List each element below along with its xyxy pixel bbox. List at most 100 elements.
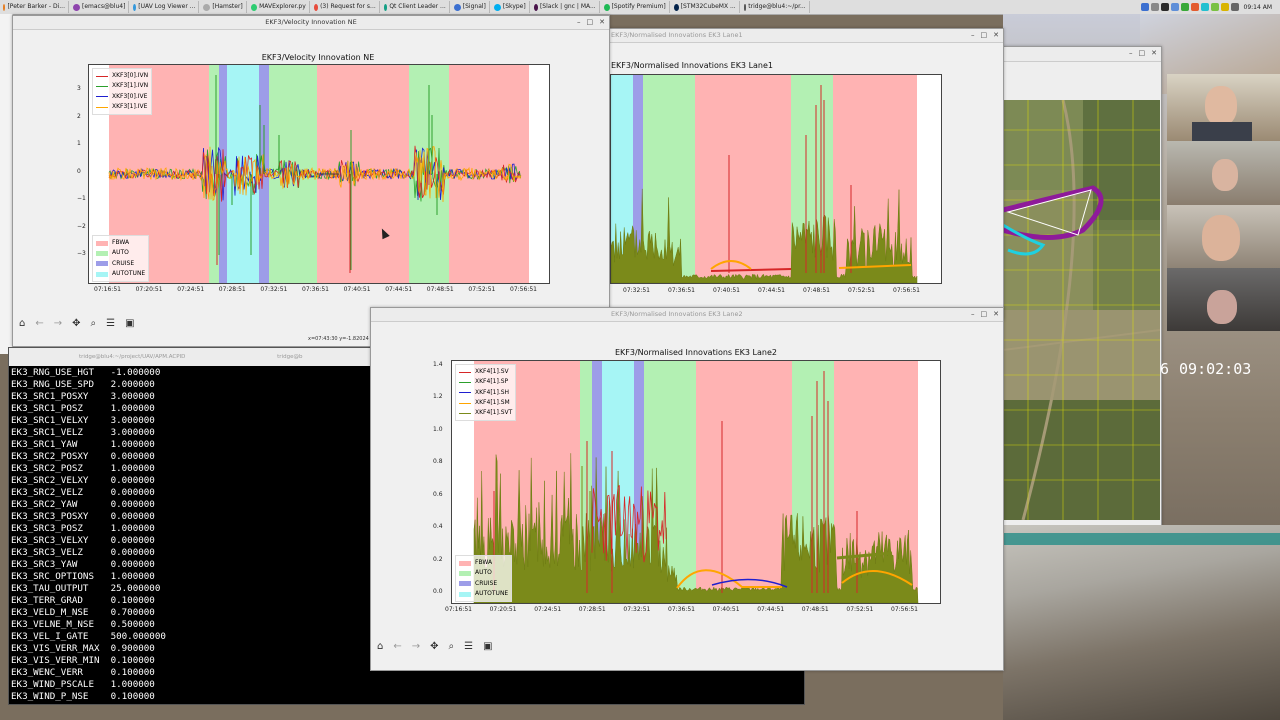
zoom-icon[interactable]: ⌕ [90,318,97,329]
video-participant-4[interactable] [1167,268,1280,331]
y-tick-label: 1.4 [433,361,443,368]
legend-label: XKF3[0].IVN [112,72,149,79]
taskbar-task[interactable]: [STM32CubeMX ... [671,1,740,13]
taskbar-task[interactable]: [Slack | gnc | MA... [531,1,600,13]
x-tick-label: 07:40:51 [343,286,371,293]
legend-swatch [96,75,108,77]
legend-swatch [459,381,471,383]
y-tick-label: 0.4 [433,523,443,531]
terminal-line: EK3_VIS_VERR_MIN 0.100000 [11,655,155,666]
forward-arrow-icon[interactable]: → [411,641,421,652]
tray-firefox-icon[interactable] [1190,3,1199,11]
maximize-icon[interactable]: □ [586,18,594,26]
y-tick-label: −2 [77,222,86,230]
y-tick-label: 0.0 [433,588,443,595]
mode-swatch [96,261,108,267]
forward-arrow-icon[interactable]: → [53,318,63,329]
tray-update-icon[interactable] [1220,3,1229,11]
x-tick-label: 07:32:51 [623,606,651,613]
taskbar-task[interactable]: [emacs@blu4] [70,1,130,13]
taskbar-task[interactable]: [Signal] [451,1,490,13]
terminal-line: EK3_VELNE_M_NSE 0.500000 [11,619,155,630]
ne-toolbar: ⌂ ← → ✥ ⌕ ☰ ▣ [19,318,135,329]
lane1-titlebar: EKF3/Normalised Innovations EK3 Lane1 – □… [607,29,1003,43]
lane2-window-title: EKF3/Normalised Innovations EK3 Lane2 [611,310,743,318]
y-tick-label: 0.8 [433,458,443,466]
taskbar-task[interactable]: [UAV Log Viewer ... [130,1,200,13]
taskbar-task[interactable]: [Skype] [491,1,530,13]
zoom-icon[interactable]: ⌕ [448,641,455,652]
video-participant-2[interactable] [1167,141,1280,205]
tray-signal-icon[interactable] [1200,3,1209,11]
terminal-line: EK3_SRC2_POSZ 1.000000 [11,463,155,474]
close-icon[interactable]: ✕ [1151,49,1157,57]
save-icon[interactable]: ▣ [125,318,135,329]
taskbar-task[interactable]: [Peter Barker - Di... [0,1,69,13]
ne-window-title: EKF3/Velocity Innovation NE [265,18,357,26]
configure-icon[interactable]: ☰ [464,641,474,652]
save-icon[interactable]: ▣ [483,641,493,652]
tray-skype-icon[interactable] [1180,3,1189,11]
maximize-icon[interactable]: □ [980,31,988,39]
minimize-icon[interactable]: – [577,18,581,26]
video-participant-3[interactable] [1167,205,1280,268]
minimize-icon[interactable]: – [971,31,975,39]
clock[interactable]: 09:14 AM [1243,3,1272,11]
tray-network-icon[interactable] [1140,3,1149,11]
legend-label: XKF4[1].SM [475,398,510,406]
lane2-plot-area[interactable]: XKF4[1].SV XKF4[1].SP XKF4[1].SH XKF4[1].SM… [451,360,941,604]
tray-mail-icon[interactable] [1150,3,1159,11]
participant-3-face [1202,215,1240,261]
maximize-icon[interactable]: □ [1138,49,1146,57]
x-tick-label: 07:24:51 [534,606,562,613]
taskbar-task[interactable]: [Spotify Premium] [601,1,670,13]
y-tick-label: −3 [77,250,86,257]
home-icon[interactable]: ⌂ [377,641,384,652]
video-participant-1[interactable] [1167,74,1280,141]
terminal-title-second: tridge@b [277,354,303,360]
tray-terminal-icon[interactable] [1160,3,1169,11]
x-tick-label: 07:28:51 [218,286,246,293]
configure-icon[interactable]: ☰ [106,318,116,329]
mode-legend-entry: AUTO [459,568,508,578]
tray-bluetooth-icon[interactable] [1170,3,1179,11]
taskbar-task[interactable]: Qt Client Leader ... [381,1,450,13]
task-app-icon [383,3,388,11]
back-arrow-icon[interactable]: ← [35,318,44,329]
taskbar-task[interactable]: tridge@blu4:~/pr... [741,1,810,13]
pan-icon[interactable]: ✥ [430,641,439,652]
taskbar-task[interactable]: [Hamster] [200,1,247,13]
x-tick-label: 07:56:51 [893,287,920,294]
task-label: [Peter Barker - Di... [7,3,65,10]
close-icon[interactable]: ✕ [993,310,999,318]
maximize-icon[interactable]: □ [980,310,988,318]
home-icon[interactable]: ⌂ [19,318,26,329]
close-icon[interactable]: ✕ [993,31,999,39]
mode-label: CRUISE [475,579,498,587]
timestamp-text: 09:02:03 [1179,360,1252,378]
map-view[interactable] [1002,99,1161,521]
lane2-window: EKF3/Normalised Innovations EK3 Lane2 – □… [370,307,1004,671]
lane2-series-legend: XKF4[1].SV XKF4[1].SP XKF4[1].SH XKF4[1].SM… [455,364,517,422]
legend-swatch [96,96,108,98]
minimize-icon[interactable]: – [971,310,975,318]
terminal-line: EK3_SRC_OPTIONS 1.000000 [11,571,155,582]
close-icon[interactable]: ✕ [599,18,605,26]
taskbar-task[interactable]: MAVExplorer.py [248,1,310,13]
tray-volume-icon[interactable] [1230,3,1239,11]
taskbar-task[interactable]: (3) Request for s... [311,1,380,13]
pan-icon[interactable]: ✥ [72,318,81,329]
tray-check-icon[interactable] [1210,3,1219,11]
ne-plot-area[interactable]: XKF3[0].IVN XKF3[1].IVN XKF3[0].IVE XKF3[1]… [88,64,550,284]
task-app-icon [73,3,80,11]
back-arrow-icon[interactable]: ← [393,641,402,652]
terminal-line: EK3_SRC1_VELXY 3.000000 [11,415,155,426]
x-tick-label: 07:32:51 [260,286,288,293]
x-tick-label: 07:16:51 [94,286,121,293]
minimize-icon[interactable]: – [1129,49,1133,57]
participant-4-face [1207,290,1237,324]
terminal-output[interactable]: EK3_RNG_USE_HGT -1.000000 EK3_RNG_USE_SPD… [9,366,804,704]
terminal-line: EK3_VELD_M_NSE 0.700000 [11,607,155,618]
lane1-plot-area[interactable] [610,74,942,284]
lane2-mode-legend: FBWA AUTO CRUISE AUTOTUNE [455,555,513,603]
